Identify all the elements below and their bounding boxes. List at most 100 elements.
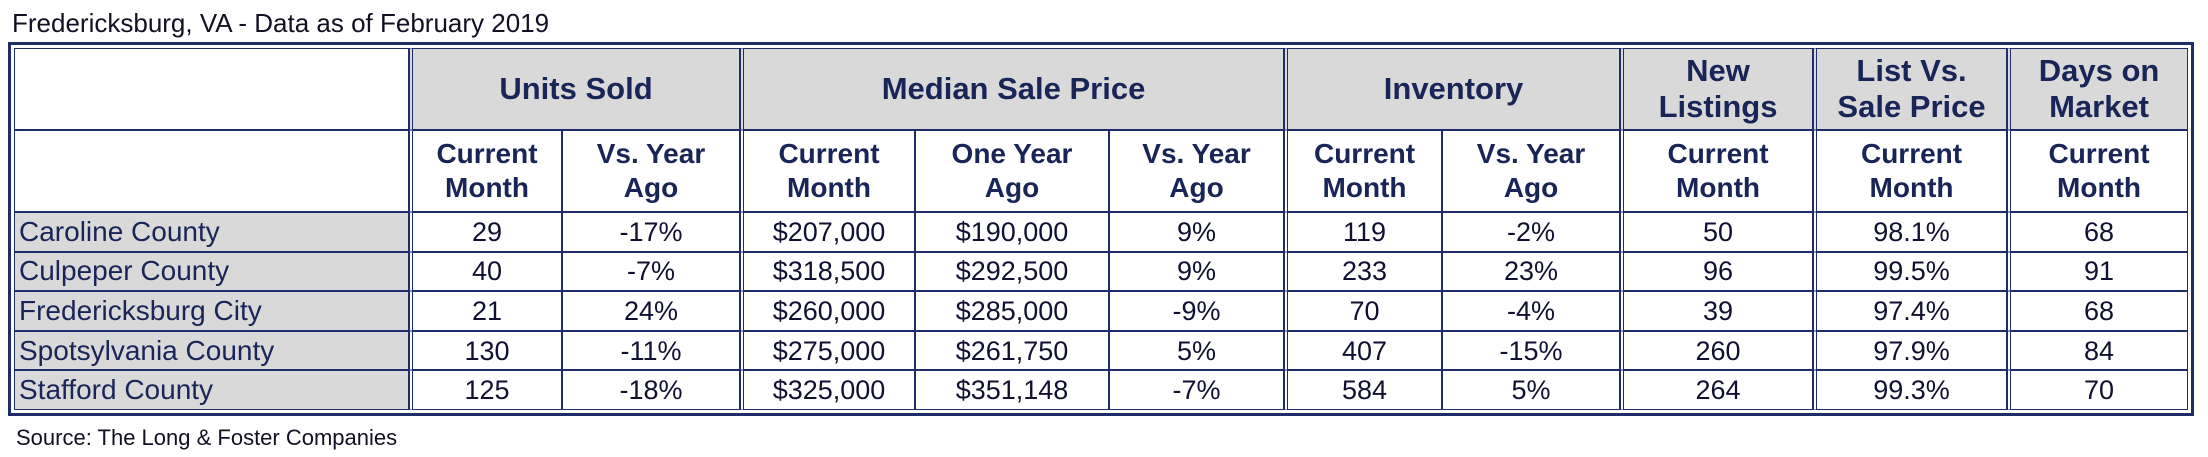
days-on-market-line1: Days on xyxy=(2038,53,2160,88)
subheader-line1: Current xyxy=(1860,138,1963,169)
inventory-current-cell: 233 xyxy=(1284,251,1443,292)
subheader-line1: Current xyxy=(1313,138,1416,169)
units-vs-year-cell: -18% xyxy=(562,370,740,410)
row-name: Fredericksburg City xyxy=(14,291,409,331)
subheader-line2: Ago xyxy=(1169,172,1224,203)
subheader-line2: Ago xyxy=(984,172,1040,203)
median-vs-year-cell: 9% xyxy=(1109,251,1285,292)
row-name: Culpeper County xyxy=(14,251,409,292)
subheader-line1: Vs. Year xyxy=(1142,138,1251,169)
subheader-line1: Vs. Year xyxy=(596,138,706,169)
subheader-line1: Vs. Year xyxy=(1476,138,1586,169)
median-one-year-cell: $292,500 xyxy=(915,251,1109,292)
median-current-cell: $318,500 xyxy=(740,251,915,292)
units-vs-year-cell: -7% xyxy=(562,251,740,292)
new-listings-cell: 39 xyxy=(1620,291,1814,331)
corner-cell-sub xyxy=(14,130,409,212)
units-vs-year-cell: -11% xyxy=(562,330,740,371)
group-header-units-sold: Units Sold xyxy=(409,48,740,130)
list-vs-sale-cell: 97.9% xyxy=(1813,330,2008,371)
corner-cell xyxy=(14,48,409,130)
subheader-list-vs-sale-current-month: Current Month xyxy=(1813,130,2008,212)
subheader-line1: Current xyxy=(778,138,880,169)
new-listings-line2: Listings xyxy=(1658,89,1778,124)
table-row: Fredericksburg City 21 24% $260,000 $285… xyxy=(14,291,2189,331)
inventory-current-cell: 407 xyxy=(1284,330,1443,371)
units-current-cell: 21 xyxy=(409,291,562,331)
subheader-median-one-year-ago: One Year Ago xyxy=(915,130,1109,212)
inventory-vs-year-cell: 5% xyxy=(1442,370,1621,410)
days-on-market-cell: 84 xyxy=(2007,330,2189,371)
subheader-line2: Month xyxy=(2057,172,2142,203)
inventory-vs-year-cell: -15% xyxy=(1442,330,1621,371)
inventory-vs-year-cell: 23% xyxy=(1442,251,1621,292)
row-name: Spotsylvania County xyxy=(14,330,409,371)
days-on-market-cell: 68 xyxy=(2007,291,2189,331)
subheader-line2: Ago xyxy=(1503,172,1559,203)
days-on-market-cell: 68 xyxy=(2007,212,2189,252)
group-header-days-on-market: Days on Market xyxy=(2007,48,2189,130)
median-current-cell: $325,000 xyxy=(740,370,915,410)
new-listings-line1: New xyxy=(1686,53,1750,88)
subheader-line2: Month xyxy=(1676,172,1761,203)
list-vs-sale-line2: Sale Price xyxy=(1837,89,1986,124)
median-one-year-cell: $351,148 xyxy=(915,370,1109,410)
subheader-line1: Current xyxy=(1667,138,1769,169)
subheader-line2: Month xyxy=(1869,172,1954,203)
subheader-line2: Month xyxy=(787,172,871,203)
new-listings-cell: 260 xyxy=(1620,330,1814,371)
new-listings-cell: 264 xyxy=(1620,370,1814,410)
group-header-inventory: Inventory xyxy=(1284,48,1621,130)
median-vs-year-cell: 9% xyxy=(1109,212,1285,252)
units-vs-year-cell: 24% xyxy=(562,291,740,331)
subheader-line1: Current xyxy=(436,138,538,169)
median-one-year-cell: $261,750 xyxy=(915,330,1109,371)
table-row: Spotsylvania County 130 -11% $275,000 $2… xyxy=(14,330,2189,371)
group-header-row: Units Sold Median Sale Price Inventory N… xyxy=(14,48,2189,130)
days-on-market-cell: 70 xyxy=(2007,370,2189,410)
list-vs-sale-cell: 99.5% xyxy=(1813,251,2008,292)
inventory-current-cell: 119 xyxy=(1284,212,1443,252)
median-one-year-cell: $285,000 xyxy=(915,291,1109,331)
subheader-line1: One Year xyxy=(951,138,1073,169)
median-current-cell: $207,000 xyxy=(740,212,915,252)
subheader-line2: Month xyxy=(1322,172,1407,203)
list-vs-sale-line1: List Vs. xyxy=(1856,53,1967,88)
sub-header-row: Current Month Vs. Year Ago Current Month… xyxy=(14,130,2189,212)
list-vs-sale-cell: 99.3% xyxy=(1813,370,2008,410)
subheader-units-vs-year-ago: Vs. Year Ago xyxy=(562,130,740,212)
table-row: Stafford County 125 -18% $325,000 $351,1… xyxy=(14,370,2189,410)
subheader-days-on-market-current-month: Current Month xyxy=(2007,130,2189,212)
subheader-inventory-current-month: Current Month xyxy=(1284,130,1443,212)
row-name: Caroline County xyxy=(14,212,409,252)
inventory-current-cell: 70 xyxy=(1284,291,1443,331)
table-row: Caroline County 29 -17% $207,000 $190,00… xyxy=(14,212,2189,252)
table-row: Culpeper County 40 -7% $318,500 $292,500… xyxy=(14,251,2189,292)
median-vs-year-cell: 5% xyxy=(1109,330,1285,371)
inventory-vs-year-cell: -2% xyxy=(1442,212,1621,252)
subheader-new-listings-current-month: Current Month xyxy=(1620,130,1814,212)
group-header-median-sale-price: Median Sale Price xyxy=(740,48,1285,130)
days-on-market-line2: Market xyxy=(2049,89,2149,124)
units-current-cell: 29 xyxy=(409,212,562,252)
market-data-table: Units Sold Median Sale Price Inventory N… xyxy=(14,48,2189,410)
units-vs-year-cell: -17% xyxy=(562,212,740,252)
subheader-line2: Ago xyxy=(623,172,679,203)
inventory-current-cell: 584 xyxy=(1284,370,1443,410)
group-header-list-vs-sale-price: List Vs. Sale Price xyxy=(1813,48,2008,130)
median-current-cell: $260,000 xyxy=(740,291,915,331)
subheader-median-vs-year-ago: Vs. Year Ago xyxy=(1109,130,1285,212)
days-on-market-cell: 91 xyxy=(2007,251,2189,292)
median-vs-year-cell: -9% xyxy=(1109,291,1285,331)
market-data-table-frame: Units Sold Median Sale Price Inventory N… xyxy=(8,42,2194,416)
median-vs-year-cell: -7% xyxy=(1109,370,1285,410)
list-vs-sale-cell: 98.1% xyxy=(1813,212,2008,252)
units-current-cell: 125 xyxy=(409,370,562,410)
subheader-units-current-month: Current Month xyxy=(409,130,562,212)
list-vs-sale-cell: 97.4% xyxy=(1813,291,2008,331)
median-one-year-cell: $190,000 xyxy=(915,212,1109,252)
new-listings-cell: 50 xyxy=(1620,212,1814,252)
subheader-line1: Current xyxy=(2048,138,2150,169)
group-header-new-listings: New Listings xyxy=(1620,48,1814,130)
subheader-line2: Month xyxy=(445,172,529,203)
